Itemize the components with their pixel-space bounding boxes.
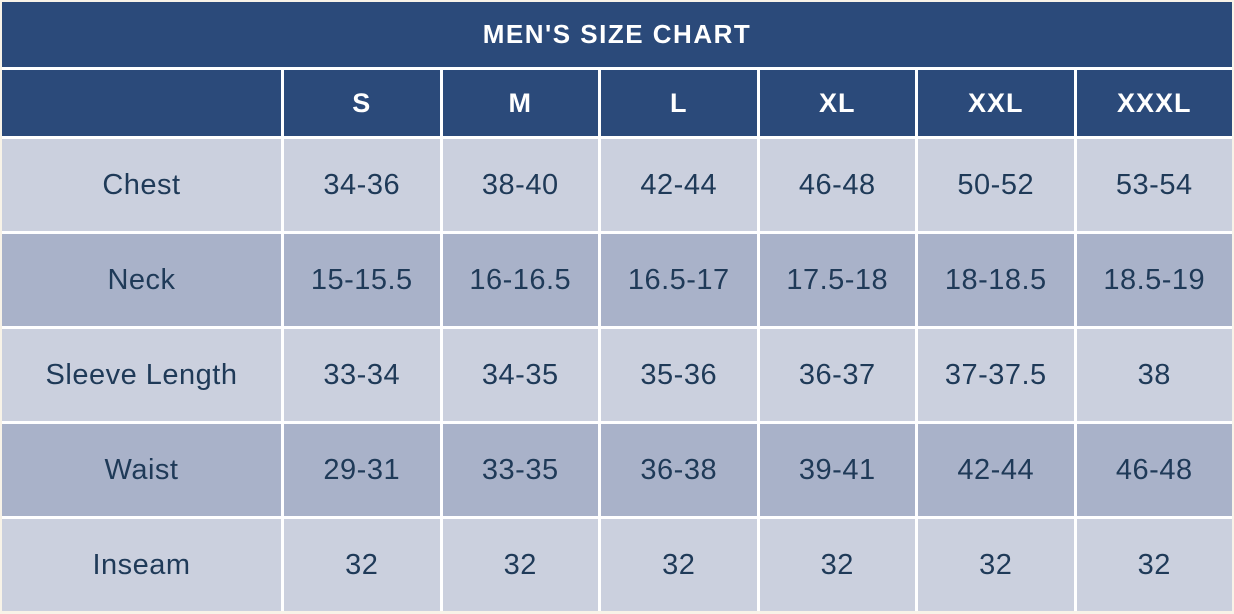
size-value-cell: 39-41: [759, 424, 915, 516]
size-value-cell: 29-31: [284, 424, 440, 516]
size-value-cell: 32: [759, 519, 915, 611]
size-value-cell: 18.5-19: [1076, 234, 1232, 326]
size-value-cell: 33-34: [284, 329, 440, 421]
size-value-cell: 36-37: [759, 329, 915, 421]
row-label: Sleeve Length: [2, 329, 281, 421]
column-header-xl: XL: [759, 70, 915, 136]
size-value-cell: 32: [918, 519, 1074, 611]
row-label: Chest: [2, 139, 281, 231]
row-label: Waist: [2, 424, 281, 516]
size-value-cell: 15-15.5: [284, 234, 440, 326]
size-value-cell: 53-54: [1076, 139, 1232, 231]
size-value-cell: 18-18.5: [918, 234, 1074, 326]
size-value-cell: 35-36: [601, 329, 757, 421]
size-value-cell: 32: [1076, 519, 1232, 611]
size-value-cell: 42-44: [918, 424, 1074, 516]
size-value-cell: 38-40: [442, 139, 598, 231]
column-header-s: S: [284, 70, 440, 136]
size-value-cell: 36-38: [601, 424, 757, 516]
row-label: Inseam: [2, 519, 281, 611]
size-value-cell: 32: [442, 519, 598, 611]
column-header-l: L: [601, 70, 757, 136]
size-value-cell: 38: [1076, 329, 1232, 421]
size-value-cell: 34-35: [442, 329, 598, 421]
size-value-cell: 17.5-18: [759, 234, 915, 326]
size-value-cell: 32: [601, 519, 757, 611]
size-value-cell: 50-52: [918, 139, 1074, 231]
size-value-cell: 33-35: [442, 424, 598, 516]
corner-cell: [2, 70, 281, 136]
row-label: Neck: [2, 234, 281, 326]
column-header-xxxl: XXXL: [1076, 70, 1232, 136]
size-value-cell: 32: [284, 519, 440, 611]
column-header-m: M: [442, 70, 598, 136]
column-header-xxl: XXL: [918, 70, 1074, 136]
size-value-cell: 16.5-17: [601, 234, 757, 326]
chart-title: MEN'S SIZE CHART: [2, 2, 1232, 67]
size-value-cell: 46-48: [1076, 424, 1232, 516]
size-value-cell: 42-44: [601, 139, 757, 231]
size-value-cell: 37-37.5: [918, 329, 1074, 421]
size-value-cell: 34-36: [284, 139, 440, 231]
size-value-cell: 46-48: [759, 139, 915, 231]
size-value-cell: 16-16.5: [442, 234, 598, 326]
